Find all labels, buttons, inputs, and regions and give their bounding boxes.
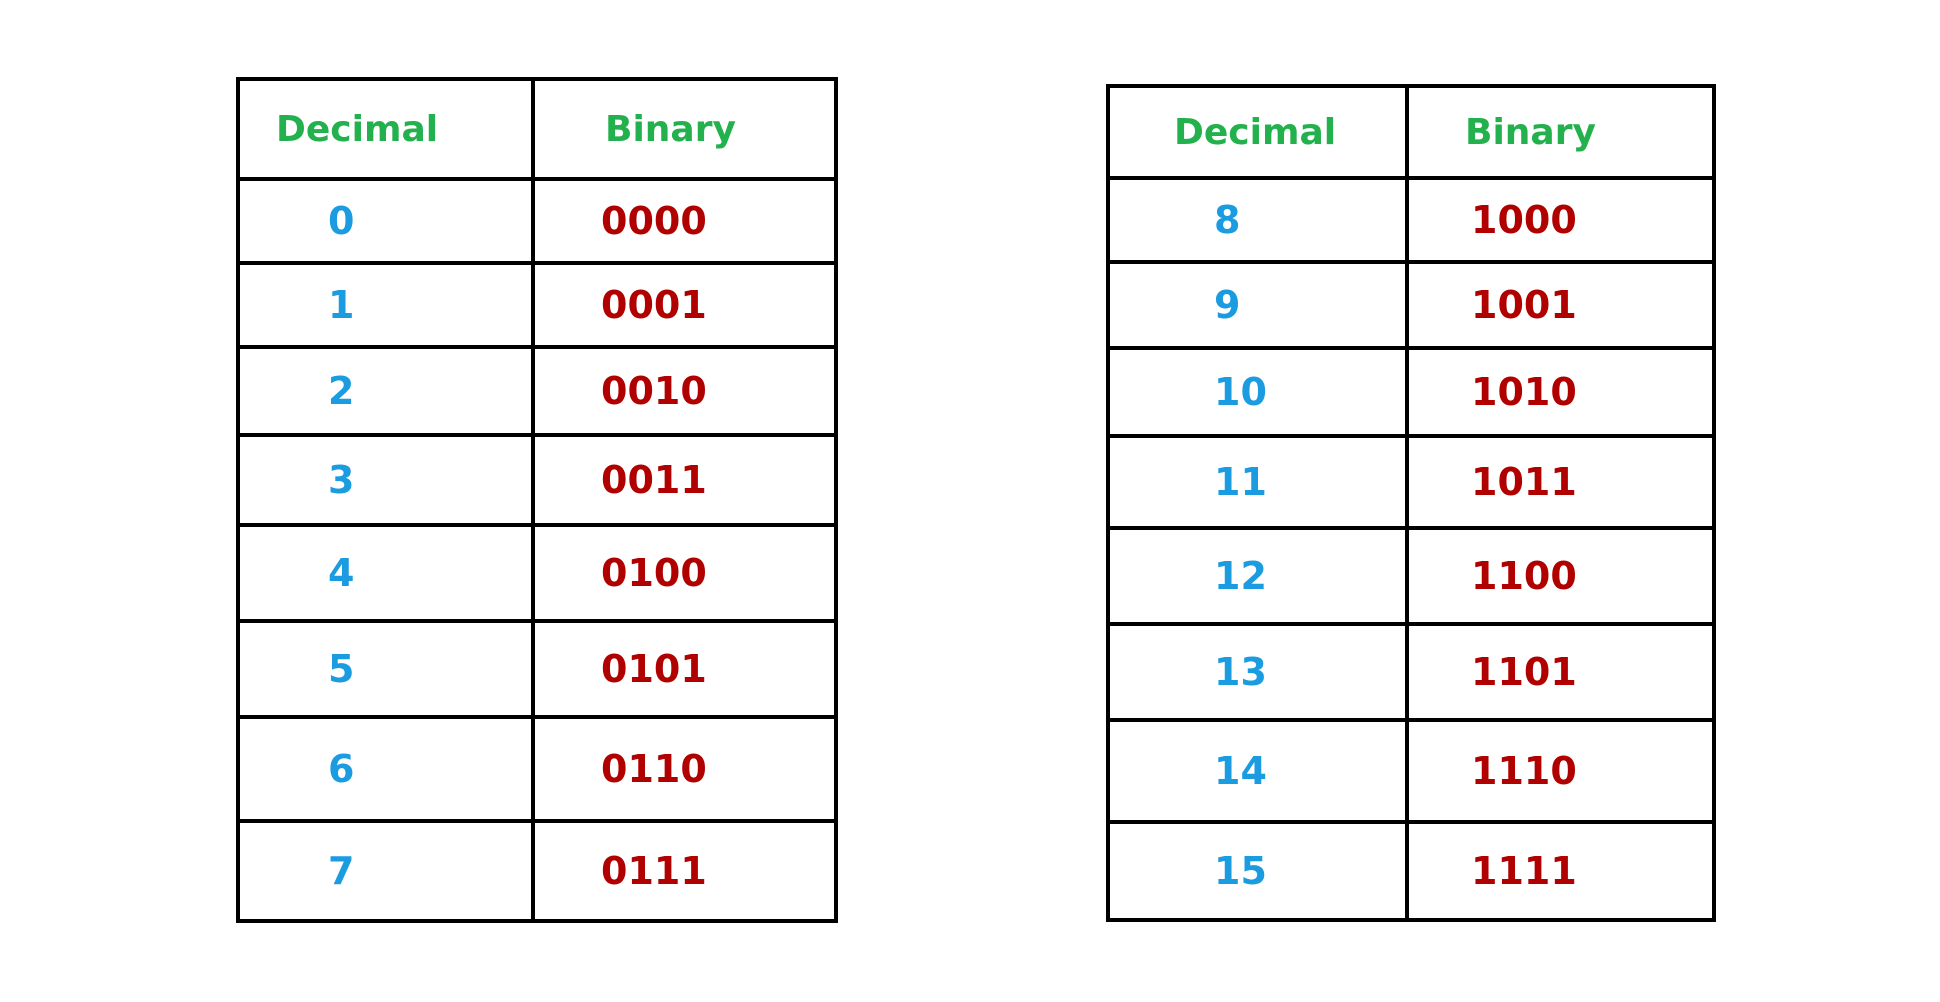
binary-cell: 0110 [531, 715, 838, 823]
decimal-cell: 14 [1106, 718, 1409, 824]
decimal-cell: 6 [236, 715, 535, 823]
decimal-cell: 11 [1106, 434, 1409, 530]
decimal-cell: 13 [1106, 622, 1409, 722]
binary-cell: 0001 [531, 261, 838, 349]
binary-cell: 1110 [1405, 718, 1716, 824]
table-row: 11 1011 [1106, 434, 1716, 530]
table-row: 8 1000 [1106, 176, 1716, 264]
binary-cell: 0000 [531, 177, 838, 265]
binary-cell: 1101 [1405, 622, 1716, 722]
table-row: 13 1101 [1106, 622, 1716, 722]
binary-cell: 1011 [1405, 434, 1716, 530]
binary-column-header: Binary [1405, 84, 1716, 180]
table-row: 4 0100 [236, 523, 838, 623]
decimal-binary-table-0-7: Decimal Binary 0 0000 1 0001 2 0010 3 00… [236, 77, 838, 923]
table-row: 5 0101 [236, 619, 838, 719]
table-row: 3 0011 [236, 433, 838, 527]
table-row: 0 0000 [236, 177, 838, 265]
table-row: 9 1001 [1106, 260, 1716, 350]
binary-column-header: Binary [531, 77, 838, 181]
decimal-cell: 5 [236, 619, 535, 719]
binary-cell: 1100 [1405, 526, 1716, 626]
binary-cell: 1111 [1405, 820, 1716, 922]
decimal-cell: 10 [1106, 346, 1409, 438]
table-row: 10 1010 [1106, 346, 1716, 438]
binary-cell: 1010 [1405, 346, 1716, 438]
decimal-cell: 9 [1106, 260, 1409, 350]
binary-cell: 1001 [1405, 260, 1716, 350]
table-row: 7 0111 [236, 819, 838, 923]
binary-cell: 0111 [531, 819, 838, 923]
table-row: 14 1110 [1106, 718, 1716, 824]
table-row: 2 0010 [236, 345, 838, 437]
decimal-column-header: Decimal [236, 77, 535, 181]
header-row: Decimal Binary [1106, 84, 1716, 180]
decimal-cell: 0 [236, 177, 535, 265]
decimal-cell: 2 [236, 345, 535, 437]
binary-cell: 0011 [531, 433, 838, 527]
header-row: Decimal Binary [236, 77, 838, 181]
decimal-cell: 12 [1106, 526, 1409, 626]
decimal-cell: 8 [1106, 176, 1409, 264]
decimal-cell: 1 [236, 261, 535, 349]
decimal-cell: 7 [236, 819, 535, 923]
table-row: 1 0001 [236, 261, 838, 349]
binary-cell: 1000 [1405, 176, 1716, 264]
table-row: 15 1111 [1106, 820, 1716, 922]
binary-cell: 0101 [531, 619, 838, 719]
decimal-cell: 4 [236, 523, 535, 623]
binary-cell: 0100 [531, 523, 838, 623]
decimal-binary-table-8-15: Decimal Binary 8 1000 9 1001 10 1010 11 … [1106, 84, 1716, 922]
table-row: 12 1100 [1106, 526, 1716, 626]
decimal-cell: 15 [1106, 820, 1409, 922]
binary-cell: 0010 [531, 345, 838, 437]
decimal-column-header: Decimal [1106, 84, 1409, 180]
table-row: 6 0110 [236, 715, 838, 823]
decimal-cell: 3 [236, 433, 535, 527]
